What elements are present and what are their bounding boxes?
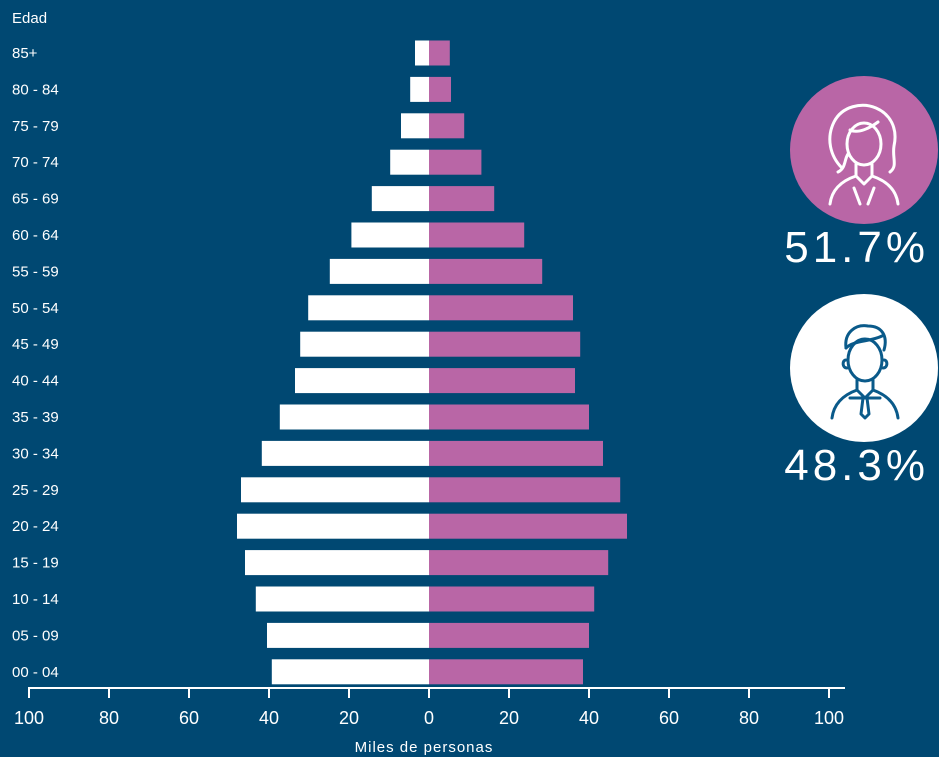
female-bar-12 — [429, 477, 621, 503]
x-tick-label-6: 20 — [499, 708, 519, 728]
male-bar-17 — [271, 659, 429, 685]
male-bar-9 — [295, 368, 429, 394]
female-bar-3 — [429, 149, 482, 175]
female-bar-9 — [429, 368, 575, 394]
female-bar-0 — [429, 40, 450, 66]
age-label-2: 75 - 79 — [12, 118, 59, 135]
female-bar-4 — [429, 186, 495, 212]
age-label-17: 00 - 04 — [12, 664, 59, 681]
age-label-11: 30 - 34 — [12, 445, 59, 462]
male-bar-14 — [245, 550, 429, 576]
y-axis-title: Edad — [12, 10, 47, 27]
male-bar-11 — [261, 440, 429, 466]
x-tick-label-0: 100 — [14, 708, 44, 728]
male-bar-16 — [267, 622, 429, 648]
male-bar-8 — [300, 331, 429, 357]
male-bar-10 — [279, 404, 429, 430]
female-bar-11 — [429, 440, 603, 466]
age-label-6: 55 - 59 — [12, 263, 59, 280]
x-tick-label-3: 40 — [259, 708, 279, 728]
female-bar-5 — [429, 222, 525, 248]
age-label-0: 85+ — [12, 45, 38, 62]
female-bar-1 — [429, 76, 451, 102]
male-bar-13 — [237, 513, 429, 539]
age-label-14: 15 - 19 — [12, 555, 59, 572]
age-label-15: 10 - 14 — [12, 591, 59, 608]
age-label-5: 60 - 64 — [12, 227, 59, 244]
age-label-10: 35 - 39 — [12, 409, 59, 426]
x-tick-label-5: 0 — [424, 708, 434, 728]
age-label-8: 45 - 49 — [12, 336, 59, 353]
x-axis-title: Miles de personas — [355, 739, 494, 756]
man-avatar-icon — [830, 324, 900, 420]
male-bar-6 — [329, 258, 429, 284]
age-label-9: 40 - 44 — [12, 373, 59, 390]
age-label-7: 50 - 54 — [12, 300, 59, 317]
male-bar-15 — [255, 586, 429, 612]
age-labels-group: 85+ 80 - 84 75 - 79 70 - 74 65 - 69 60 - 64 55… — [12, 45, 59, 681]
female-bar-6 — [429, 258, 543, 284]
x-tick-label-1: 80 — [99, 708, 119, 728]
female-percentage: 51.7% — [784, 223, 929, 272]
x-axis-ticks-group: 100 80 60 40 20 0 20 40 60 80 100 — [14, 688, 844, 728]
female-bar-16 — [429, 622, 589, 648]
male-bar-12 — [241, 477, 429, 503]
female-bar-14 — [429, 550, 609, 576]
female-bar-7 — [429, 295, 573, 321]
male-bar-7 — [308, 295, 429, 321]
age-label-13: 20 - 24 — [12, 518, 59, 535]
x-tick-label-8: 60 — [659, 708, 679, 728]
female-bar-15 — [429, 586, 595, 612]
x-tick-label-2: 60 — [179, 708, 199, 728]
female-bar-17 — [429, 659, 583, 685]
x-tick-label-7: 40 — [579, 708, 599, 728]
age-label-4: 65 - 69 — [12, 191, 59, 208]
male-bar-3 — [390, 149, 429, 175]
female-bar-8 — [429, 331, 581, 357]
x-tick-label-10: 100 — [814, 708, 844, 728]
female-bar-10 — [429, 404, 589, 430]
female-bar-13 — [429, 513, 627, 539]
age-label-3: 70 - 74 — [12, 154, 59, 171]
age-label-16: 05 - 09 — [12, 627, 59, 644]
age-label-1: 80 - 84 — [12, 81, 59, 98]
female-bar-2 — [429, 113, 465, 139]
age-label-12: 25 - 29 — [12, 482, 59, 499]
male-bar-2 — [401, 113, 429, 139]
woman-avatar-icon — [828, 103, 900, 206]
male-bar-1 — [410, 76, 429, 102]
male-percentage: 48.3% — [784, 441, 929, 490]
male-bar-4 — [371, 186, 429, 212]
x-tick-label-4: 20 — [339, 708, 359, 728]
male-badge — [790, 294, 938, 442]
bars-group — [237, 40, 627, 685]
male-bar-5 — [351, 222, 429, 248]
x-tick-label-9: 80 — [739, 708, 759, 728]
male-bar-0 — [415, 40, 429, 66]
female-badge — [790, 76, 938, 224]
